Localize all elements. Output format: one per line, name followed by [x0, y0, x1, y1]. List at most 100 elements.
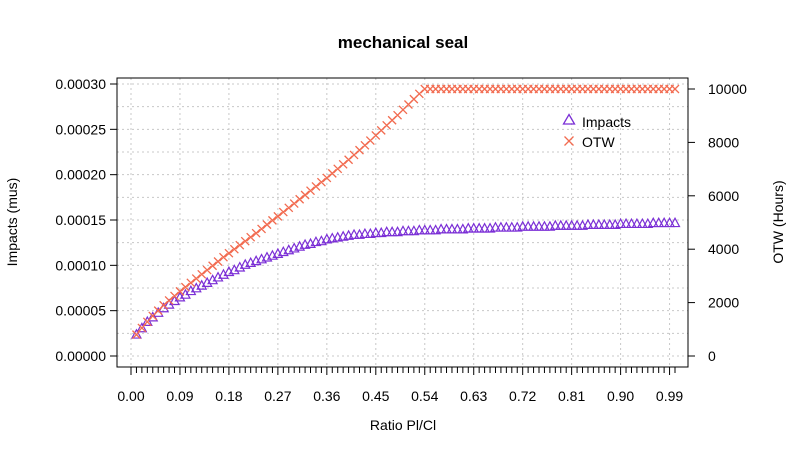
impacts-point	[451, 223, 463, 234]
impacts-point	[130, 328, 142, 339]
otw-point	[229, 244, 239, 254]
otw-point	[670, 84, 680, 94]
y-tick-label: 0.00020	[55, 167, 106, 183]
impacts-point	[593, 218, 605, 229]
grid	[117, 78, 688, 367]
otw-point	[235, 240, 245, 250]
impacts-point	[424, 224, 436, 235]
impacts-point	[473, 222, 485, 233]
impacts-point	[419, 224, 431, 235]
x-tick-label: 0.99	[656, 388, 683, 404]
x-tick-label: 0.54	[411, 388, 438, 404]
y-tick-label: 0.00030	[55, 76, 106, 92]
impacts-point	[435, 223, 447, 234]
y-tick-label: 0.00005	[55, 303, 106, 319]
otw-point	[278, 207, 288, 217]
chart-title: mechanical seal	[338, 33, 468, 52]
y2-tick-label: 10000	[708, 81, 747, 97]
x-tick-label: 0.72	[509, 388, 536, 404]
y2-tick-label: 2000	[708, 295, 739, 311]
impacts-point	[402, 225, 414, 236]
otw-point	[284, 203, 294, 213]
legend-marker-otw	[564, 136, 574, 146]
impacts-point	[560, 219, 572, 230]
impacts-point	[538, 220, 550, 231]
impacts-point	[533, 220, 545, 231]
impacts-point	[348, 228, 360, 239]
otw-point	[316, 177, 326, 187]
x-tick-label: 0.00	[117, 388, 144, 404]
legend-marker-impacts	[562, 113, 576, 125]
otw-point	[295, 194, 305, 204]
x-tick-label: 0.63	[460, 388, 487, 404]
impacts-point	[625, 217, 637, 229]
y2-axis-label: OTW (Hours)	[770, 180, 786, 263]
otw-point	[311, 181, 321, 191]
impacts-point	[397, 225, 409, 236]
impacts-point	[479, 222, 491, 233]
otw-point	[131, 330, 141, 340]
series-otw	[131, 84, 680, 340]
impacts-point	[506, 221, 518, 232]
y2-tick-label: 8000	[708, 134, 739, 150]
legend-label-impacts: Impacts	[582, 114, 631, 130]
y-axis-left: 0.00000 0.00005 0.00010 0.00015 0.00020 0.000…	[55, 76, 117, 364]
y-tick-label: 0.00015	[55, 212, 106, 228]
x-axis-label: Ratio Pl/Cl	[370, 417, 436, 433]
impacts-point	[647, 216, 659, 228]
otw-point	[267, 215, 277, 225]
otw-point	[197, 269, 207, 279]
impacts-point	[528, 220, 540, 231]
impacts-point	[598, 218, 610, 229]
impacts-point	[381, 226, 393, 237]
impacts-point	[413, 224, 425, 235]
impacts-point	[582, 218, 594, 229]
impacts-point	[555, 219, 567, 230]
x-tick-label: 0.36	[313, 388, 340, 404]
y2-tick-label: 0	[708, 348, 716, 364]
impacts-point	[441, 223, 453, 234]
otw-point	[224, 248, 234, 258]
otw-point	[213, 257, 223, 266]
impacts-point	[517, 220, 529, 231]
otw-point	[262, 220, 272, 230]
impacts-point	[615, 217, 627, 229]
otw-point	[208, 261, 218, 271]
impacts-point	[495, 221, 507, 232]
otw-point	[289, 199, 299, 209]
impacts-point	[636, 217, 648, 229]
otw-point	[175, 286, 185, 296]
y-tick-label: 0.00025	[55, 121, 106, 137]
impacts-point	[549, 219, 561, 230]
legend: Impacts OTW	[562, 113, 631, 150]
x-tick-label: 0.09	[166, 388, 193, 404]
y-axis-right: 0 2000 4000 6000 8000 10000	[688, 81, 747, 364]
otw-point	[251, 228, 261, 238]
otw-point	[273, 211, 283, 221]
x-tick-label: 0.81	[558, 388, 585, 404]
impacts-point	[664, 216, 676, 228]
impacts-point	[489, 221, 501, 232]
otw-point	[246, 232, 256, 242]
x-axis: 0.00 0.09 0.18 0.27 0.36 0.45 0.54 0.63 0.72 0.81…	[117, 367, 683, 404]
otw-point	[257, 224, 267, 234]
impacts-point	[462, 222, 474, 233]
x-tick-label: 0.90	[607, 388, 634, 404]
series-impacts	[130, 216, 681, 339]
otw-point	[202, 265, 212, 275]
y-axis-label: Impacts (mus)	[4, 178, 20, 267]
impacts-point	[658, 216, 670, 228]
otw-point	[240, 236, 250, 246]
x-tick-label: 0.27	[264, 388, 291, 404]
legend-label-otw: OTW	[582, 134, 615, 150]
impacts-point	[587, 218, 599, 229]
impacts-point	[566, 219, 578, 230]
impacts-point	[653, 216, 665, 228]
impacts-point	[359, 227, 371, 239]
otw-point	[186, 278, 196, 288]
impacts-point	[631, 217, 643, 229]
impacts-point	[620, 217, 632, 229]
x-tick-label: 0.18	[215, 388, 242, 404]
otw-point	[191, 274, 201, 284]
